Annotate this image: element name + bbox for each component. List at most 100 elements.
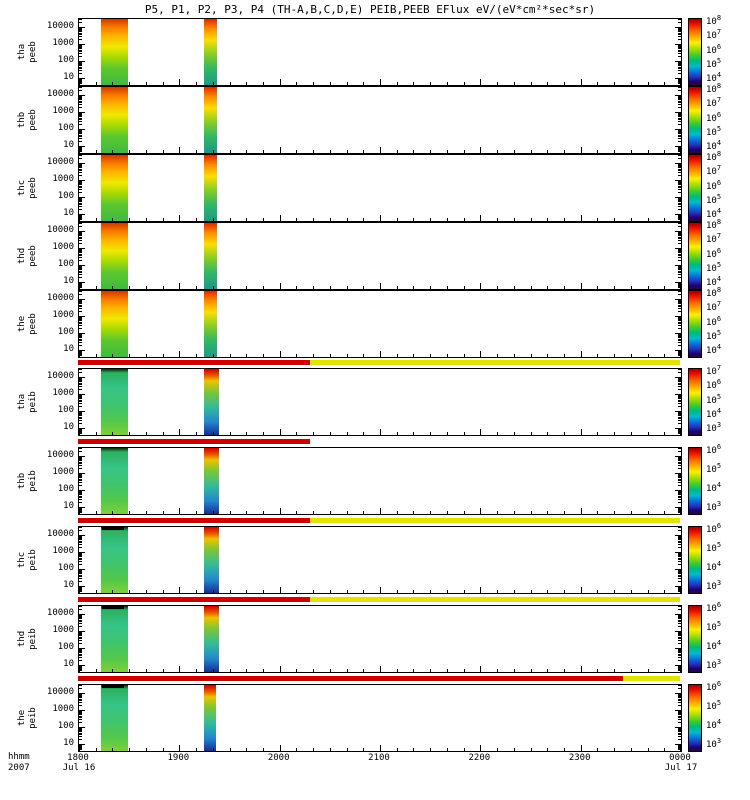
y-tick xyxy=(79,710,85,711)
y-tick xyxy=(79,169,82,170)
y-tick xyxy=(79,479,82,480)
x-tick xyxy=(179,508,180,514)
y-tick xyxy=(79,497,82,498)
y-tick xyxy=(678,46,681,47)
spectrogram-stripe xyxy=(100,19,129,85)
y-tick xyxy=(678,250,681,251)
y-tick xyxy=(678,64,681,65)
y-tick xyxy=(79,217,82,218)
y-tick xyxy=(79,431,82,432)
y-tick xyxy=(79,714,82,715)
y-tick xyxy=(79,319,82,320)
y-tick xyxy=(675,78,681,79)
y-tick xyxy=(678,285,681,286)
y-tick xyxy=(678,31,681,32)
y-tick xyxy=(678,652,681,653)
y-tick xyxy=(678,234,681,235)
y-tick xyxy=(79,19,82,20)
x-tick xyxy=(96,286,97,289)
x-tick xyxy=(413,82,414,85)
panel-tha-peib: tha peib 10000 1000 100 10 107 106 105 104 103 xyxy=(0,365,750,436)
y-tick xyxy=(678,339,681,340)
y-tick xyxy=(79,237,82,238)
y-tick xyxy=(678,325,681,326)
x-tick xyxy=(380,587,381,593)
y-tick xyxy=(79,124,82,125)
y-tick xyxy=(678,559,681,560)
y-tick xyxy=(79,323,82,324)
y-tick xyxy=(79,132,82,133)
x-tick xyxy=(631,150,632,153)
x-tick xyxy=(330,286,331,289)
y-tick xyxy=(79,666,82,667)
x-tick xyxy=(413,511,414,514)
x-tick xyxy=(246,218,247,221)
x-tick xyxy=(531,511,532,514)
flag-bar-segment xyxy=(78,360,310,365)
y-tick-label: 1000 xyxy=(52,242,74,253)
x-tick xyxy=(363,82,364,85)
y-tick xyxy=(79,231,85,232)
y-tick xyxy=(678,267,681,268)
y-tick xyxy=(79,335,82,336)
y-tick xyxy=(678,269,681,270)
x-tick xyxy=(464,82,465,85)
x-tick xyxy=(347,590,348,593)
y-tick xyxy=(79,396,82,397)
y-tick xyxy=(678,141,681,142)
x-tick xyxy=(581,147,582,153)
y-tick xyxy=(678,83,681,84)
y-tick xyxy=(79,377,85,378)
y-tick xyxy=(678,667,681,668)
y-tick xyxy=(79,400,82,401)
y-tick xyxy=(678,539,681,540)
x-tick xyxy=(330,218,331,221)
y-tick xyxy=(675,507,681,508)
y-tick xyxy=(79,184,82,185)
y-tick xyxy=(79,420,82,421)
x-tick xyxy=(664,82,665,85)
x-tick xyxy=(213,432,214,435)
y-tick xyxy=(678,232,681,233)
y-tick xyxy=(79,748,82,749)
y-tick xyxy=(79,378,82,379)
x-tick xyxy=(79,745,80,751)
y-tick xyxy=(678,617,681,618)
x-tick xyxy=(163,590,164,593)
y-tick xyxy=(79,219,82,220)
y-tick xyxy=(678,379,681,380)
y-tick xyxy=(79,51,82,52)
x-tick xyxy=(196,669,197,672)
x-tick xyxy=(146,748,147,751)
y-tick xyxy=(79,746,82,747)
x-tick xyxy=(213,286,214,289)
y-tick xyxy=(79,129,85,130)
x-tick xyxy=(480,79,481,85)
y-tick xyxy=(79,47,82,48)
y-tick xyxy=(678,731,681,732)
y-tick xyxy=(675,552,681,553)
x-tick xyxy=(480,351,481,357)
y-tick xyxy=(79,64,82,65)
y-tick xyxy=(79,166,82,167)
y-tick xyxy=(79,63,82,64)
y-tick xyxy=(678,107,681,108)
y-tick xyxy=(79,232,82,233)
y-tick-label: 1000 xyxy=(52,388,74,399)
y-tick xyxy=(678,643,681,644)
y-tick xyxy=(79,172,82,173)
y-tick xyxy=(678,712,681,713)
y-tick xyxy=(678,342,681,343)
x-tick xyxy=(230,432,231,435)
x-tick xyxy=(112,669,113,672)
y-tick xyxy=(678,249,681,250)
y-tick xyxy=(678,747,681,748)
x-tick xyxy=(347,218,348,221)
colorbar-tick-label: 106 xyxy=(706,680,722,694)
y-tick xyxy=(79,53,82,54)
y-tick xyxy=(79,316,85,317)
y-tick xyxy=(79,542,82,543)
y-tick xyxy=(79,136,82,137)
x-tick xyxy=(347,286,348,289)
x-tick xyxy=(363,432,364,435)
